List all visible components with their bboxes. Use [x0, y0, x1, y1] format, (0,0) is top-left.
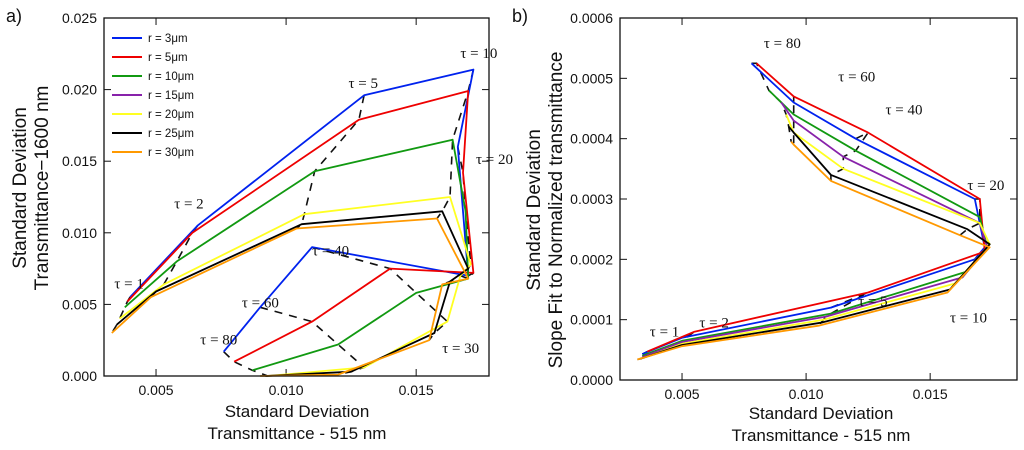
y-tick-label: 0.0004 — [570, 131, 613, 147]
tau-constant-dash-line — [295, 95, 365, 230]
y-tick-label: 0.025 — [62, 10, 97, 26]
series-line — [641, 114, 991, 360]
panel-a-label: a) — [6, 6, 22, 26]
panel-a-frame — [103, 17, 490, 377]
panel-b-xlabel-line2: Transmittance - 515 nm — [732, 426, 911, 445]
series-line — [646, 62, 986, 353]
panel-a: a) Standard Deviation Transmittance−1600… — [6, 6, 513, 443]
tau-annotation: τ = 10 — [950, 311, 987, 327]
legend-entry: r = 5μm — [148, 52, 188, 64]
panel-a-series — [111, 68, 475, 377]
panel-b-ylabel-line1: Standard Deviation — [524, 129, 545, 291]
legend-entry: r = 25μm — [148, 128, 194, 140]
series-line — [124, 138, 470, 372]
tau-annotation: τ = 40 — [312, 244, 349, 260]
y-tick-label: 0.010 — [62, 225, 97, 241]
y-tick-label: 0.0005 — [570, 70, 613, 86]
panel-b-annotations: τ = 1 τ = 2 τ = 5 τ = 10 τ = 20 τ = 40 τ = 60 τ… — [650, 36, 1005, 340]
x-tick-label: 0.005 — [665, 386, 700, 402]
tau-annotation: τ = 5 — [858, 294, 888, 310]
series-line — [641, 101, 989, 358]
panel-a-legend: r = 3μm r = 5μm r = 10μm r = 15μm r = 20μm r … — [112, 33, 194, 159]
legend-entry: r = 3μm — [148, 33, 188, 45]
series-line — [126, 90, 475, 363]
y-tick-label: 0.0001 — [570, 312, 613, 328]
panel-b-frame — [619, 17, 1018, 381]
legend-entry: r = 20μm — [148, 109, 194, 121]
series-line — [637, 141, 991, 361]
y-tick-label: 0.000 — [62, 368, 97, 384]
y-tick-label: 0.015 — [62, 153, 97, 169]
tau-annotation: τ = 1 — [114, 277, 143, 293]
tau-constant-dash-line — [751, 62, 792, 142]
tau-constant-dash-line — [311, 246, 449, 341]
tau-annotation: τ = 60 — [242, 295, 279, 311]
panel-a-ticks: 0.005 0.010 0.015 0.000 0.005 0.010 0.015 0.020… — [62, 10, 489, 398]
series-line — [129, 68, 475, 353]
series-line — [639, 126, 991, 360]
tau-annotation: τ = 10 — [460, 46, 497, 62]
tau-annotation: τ = 20 — [967, 178, 1004, 194]
tau-annotation: τ = 60 — [838, 69, 875, 85]
panel-a-ylabel-line1: Standard Deviation — [10, 107, 31, 269]
x-tick-label: 0.015 — [913, 386, 948, 402]
y-tick-label: 0.005 — [62, 296, 97, 312]
panel-a-xlabel-line2: Transmittance - 515 nm — [208, 424, 387, 443]
x-tick-label: 0.010 — [789, 386, 824, 402]
panel-a-xlabel-line1: Standard Deviation — [225, 402, 370, 421]
tau-annotation: τ = 2 — [699, 316, 729, 332]
tau-annotation: τ = 30 — [442, 341, 479, 357]
y-tick-label: 0.020 — [62, 82, 97, 98]
y-tick-label: 0.0002 — [570, 251, 613, 267]
tau-annotation: τ = 40 — [886, 103, 923, 119]
panel-b-ticks: 0.005 0.010 0.015 0.0000 0.0001 0.0002 0.0003 0… — [570, 10, 1017, 402]
legend-entry: r = 15μm — [148, 90, 194, 102]
tau-annotation: τ = 80 — [764, 36, 801, 52]
tau-annotation: τ = 80 — [200, 333, 237, 349]
series-line — [111, 217, 470, 377]
tau-annotation: τ = 5 — [349, 76, 379, 92]
x-tick-label: 0.015 — [399, 382, 434, 398]
legend-entry: r = 10μm — [148, 71, 194, 83]
tau-annotation: τ = 1 — [650, 325, 680, 341]
tau-annotation: τ = 2 — [174, 197, 204, 213]
x-tick-label: 0.010 — [269, 382, 304, 398]
panel-b-xlabel-line1: Standard Deviation — [749, 404, 894, 423]
panel-a-annotations: τ = 1 τ = 2 τ = 5 τ = 10 τ = 20 τ = 30 τ = 40 τ… — [114, 46, 513, 357]
y-tick-label: 0.0006 — [570, 10, 613, 26]
panel-b-tau-dashes — [637, 62, 991, 361]
tau-annotation: τ = 20 — [476, 152, 513, 168]
y-tick-label: 0.0000 — [570, 372, 613, 388]
panel-b: b) Standard Deviation Slope Fit to Norma… — [512, 6, 1018, 445]
legend-entry: r = 30μm — [148, 147, 194, 159]
panel-b-ylabel-line2: Slope Fit to Normalized transmittance — [546, 52, 567, 369]
y-tick-label: 0.0003 — [570, 191, 613, 207]
x-tick-label: 0.005 — [139, 382, 174, 398]
panel-a-ylabel-line2: Transmittance−1600 nm — [32, 86, 53, 291]
panel-b-label: b) — [512, 6, 528, 26]
series-line — [641, 89, 989, 357]
panel-b-series — [637, 62, 991, 361]
